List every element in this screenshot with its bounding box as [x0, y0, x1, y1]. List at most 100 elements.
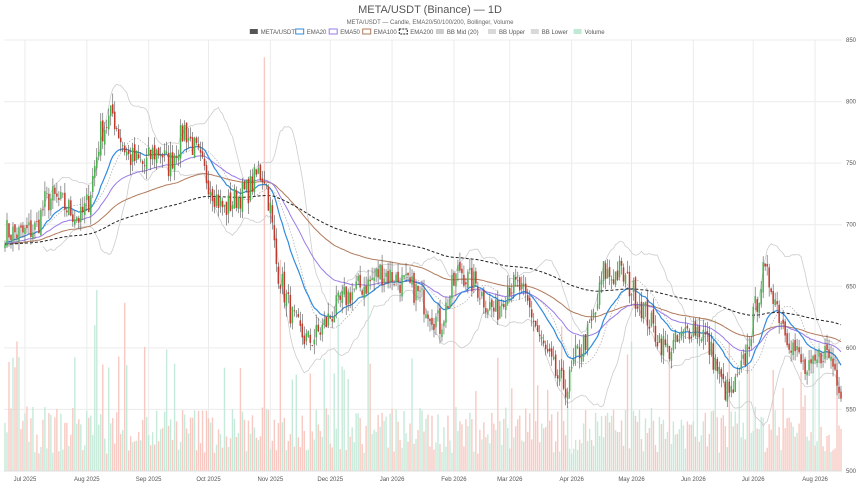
volume-bar [798, 423, 800, 471]
volume-bar [666, 431, 669, 471]
volume-bar [319, 430, 321, 471]
volume-bar [26, 406, 28, 471]
candle-body [275, 238, 278, 265]
volume-bar [227, 446, 230, 471]
volume-bar [642, 451, 645, 471]
candle-body [411, 276, 413, 285]
volume-bar [263, 57, 266, 472]
candle-body [568, 369, 571, 392]
volume-bar [44, 407, 46, 471]
candle-body [189, 136, 192, 139]
candle-body [517, 280, 519, 282]
volume-bar [722, 415, 724, 471]
candle-body [113, 111, 116, 130]
volume-bar [187, 433, 190, 471]
candle-body [247, 178, 250, 204]
candle-body [347, 291, 349, 305]
candle-body [616, 270, 619, 281]
candle-body [413, 273, 415, 303]
volume-bar [185, 428, 188, 471]
candle-body [299, 320, 302, 326]
volume-bar [487, 434, 489, 471]
volume-bar [241, 411, 244, 471]
volume-bar [395, 409, 397, 471]
candle-body [822, 361, 824, 363]
volume-bar [309, 373, 311, 471]
volume-bar [824, 451, 826, 471]
candle-body [580, 353, 583, 362]
candle-body [556, 375, 559, 379]
candle-body [329, 317, 331, 319]
candle-body [530, 309, 533, 318]
volume-bar [413, 443, 415, 471]
volume-bar [556, 411, 559, 471]
volume-bar [552, 452, 555, 471]
candle-body [686, 325, 689, 329]
candle-body [213, 197, 216, 208]
candle-body [273, 225, 276, 241]
volume-bar [650, 408, 653, 471]
candle-body [52, 186, 54, 201]
candle-body [658, 335, 661, 343]
ema100-line [4, 173, 842, 343]
candle-body [109, 105, 112, 117]
volume-bar [586, 441, 589, 471]
volume-bar [30, 418, 32, 471]
candle-body [70, 200, 72, 216]
volume-bar [784, 428, 786, 471]
candle-body [596, 304, 599, 309]
candle-body [86, 194, 88, 201]
bb-upper-line [42, 83, 842, 345]
candle-body [90, 194, 92, 215]
candle-body [221, 200, 224, 208]
candle-body [566, 391, 569, 400]
candle-body [620, 260, 623, 266]
candle-body [237, 196, 240, 209]
legend-label: BB Upper [499, 30, 525, 36]
candle-body [239, 197, 242, 209]
volume-bar [483, 422, 485, 471]
volume-bar [794, 436, 796, 471]
candle-body [229, 192, 232, 211]
candle-body [491, 299, 493, 307]
volume-bars [4, 57, 842, 472]
legend-label: META/USDT [261, 30, 296, 36]
candle-body [34, 222, 36, 230]
candle-body [181, 125, 184, 142]
volume-bar [137, 431, 140, 471]
volume-bar [437, 414, 439, 471]
volume-bar [726, 447, 728, 471]
volume-bar [564, 435, 567, 471]
volume-bar [616, 431, 619, 471]
volume-bar [211, 417, 214, 471]
volume-bar [750, 432, 752, 471]
volume-bar [688, 424, 691, 471]
candle-body [774, 299, 776, 306]
volume-bar [816, 441, 818, 471]
candle-body [215, 194, 218, 206]
candle-body [419, 290, 421, 292]
volume-bar [429, 446, 431, 471]
candle-body [443, 321, 445, 327]
volume-bar [88, 417, 90, 471]
volume-bar [604, 415, 607, 471]
volume-bar [259, 436, 262, 471]
volume-bar [728, 343, 730, 471]
candle-body [770, 288, 772, 292]
volume-bar [562, 421, 565, 471]
volume-bar [171, 439, 174, 471]
candle-body [780, 323, 782, 325]
candle-body [534, 320, 537, 326]
candle-body [339, 295, 341, 300]
volume-bar [640, 438, 643, 471]
volume-bar [58, 451, 60, 471]
volume-bar [80, 424, 82, 471]
candle-body [169, 152, 172, 177]
volume-bar [431, 415, 433, 471]
candle-body [572, 358, 575, 364]
candle-body [784, 321, 786, 336]
volume-bar [600, 416, 603, 471]
candle-body [227, 195, 230, 214]
volume-bar [475, 391, 477, 471]
volume-bar [572, 448, 575, 471]
